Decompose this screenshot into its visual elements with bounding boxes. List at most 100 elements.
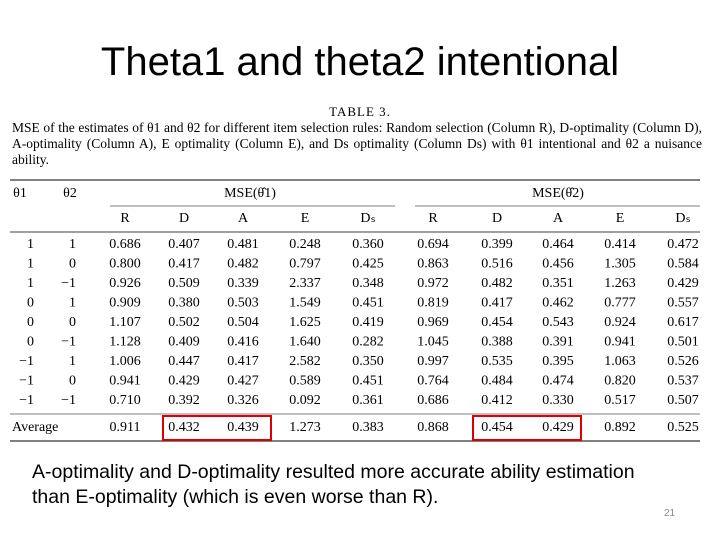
table-cell: 0.417 (168, 257, 200, 272)
table-cell: 0.330 (542, 393, 574, 408)
table-cell: 0.543 (542, 315, 574, 330)
table-cell: 0.482 (481, 276, 513, 291)
header-cell: MSE(θ̂2) (532, 186, 584, 201)
table-cell: 0 (27, 335, 34, 350)
table-cell: 0.686 (417, 393, 449, 408)
table-cell: 0.399 (481, 237, 513, 252)
table-cell: 0.800 (109, 257, 141, 272)
table-cell: 0.924 (604, 315, 636, 330)
table-cell: 0.412 (481, 393, 513, 408)
table-cell: 1.045 (417, 335, 449, 350)
table-cell: 0.462 (542, 296, 574, 311)
table-cell: 0.360 (352, 237, 384, 252)
table-cell: 0 (69, 257, 76, 272)
table-cell: 0.464 (542, 237, 574, 252)
table-cell: 0.409 (168, 335, 200, 350)
table-cell: −1 (61, 276, 76, 291)
table-cell: 1.625 (289, 315, 321, 330)
table-cell: 1 (27, 257, 34, 272)
table-cell: 0.694 (417, 237, 449, 252)
header-cell: MSE(θ̂1) (224, 186, 276, 201)
table-cell: 0.350 (352, 354, 384, 369)
table-cell: 0.502 (168, 315, 200, 330)
average-cell: 1.273 (289, 420, 321, 435)
table-cell: 1 (69, 237, 76, 252)
subheader-cell: E (301, 211, 310, 226)
table-cell: 0.361 (352, 393, 384, 408)
table-cell: 0.504 (227, 315, 259, 330)
table-cell: 0 (69, 374, 76, 389)
table-caption: MSE of the estimates of θ1 and θ2 for di… (12, 120, 702, 167)
subheader-cell: Dₛ (675, 211, 690, 226)
table-cell: 0.417 (227, 354, 259, 369)
subheader-cell: A (238, 211, 249, 226)
table-cell: 0.710 (109, 393, 141, 408)
table-cell: 0.407 (168, 237, 200, 252)
table-cell: 0.419 (352, 315, 384, 330)
table-cell: 0.972 (417, 276, 449, 291)
table-cell: −1 (19, 354, 34, 369)
table-cell: 0.472 (667, 237, 699, 252)
table-cell: 0.417 (481, 296, 513, 311)
average-cell: 0.439 (227, 420, 259, 435)
table-cell: 0.997 (417, 354, 449, 369)
table-cell: 0.535 (481, 354, 513, 369)
table-name: TABLE 3. (329, 104, 391, 119)
average-cell: 0.432 (168, 420, 200, 435)
table-cell: 0.451 (352, 374, 384, 389)
table-cell: 0 (27, 315, 34, 330)
note: A-optimality and D-optimality resulted m… (32, 461, 635, 508)
table-cell: 0.537 (667, 374, 699, 389)
table-cell: 0.617 (667, 315, 699, 330)
table-cell: 1.549 (289, 296, 321, 311)
table-cell: 1 (69, 296, 76, 311)
table-cell: 1.128 (109, 335, 141, 350)
table-cell: 0.557 (667, 296, 699, 311)
table-cell: 0.456 (542, 257, 574, 272)
table-cell: 0.380 (168, 296, 200, 311)
table-cell: −1 (19, 393, 34, 408)
table-cell: 1.107 (109, 315, 141, 330)
table-cell: 0.391 (542, 335, 574, 350)
table-cell: 0.819 (417, 296, 449, 311)
table-cell: 0.414 (604, 237, 636, 252)
table-cell: 0.941 (109, 374, 141, 389)
table-cell: 0.395 (542, 354, 574, 369)
subheader-cell: D (492, 211, 502, 226)
table-cell: 2.337 (289, 276, 321, 291)
subheader-cell: A (553, 211, 564, 226)
table-cell: 0.282 (352, 335, 384, 350)
table-cell: 0.092 (289, 393, 321, 408)
table-cell: 1 (27, 237, 34, 252)
table-cell: 0.584 (667, 257, 699, 272)
table-cell: 0.686 (109, 237, 141, 252)
average-cell: 0.454 (481, 420, 513, 435)
table-cell: 1.640 (289, 335, 321, 350)
table-cell: 0.482 (227, 257, 259, 272)
page-number: 21 (664, 508, 676, 519)
header-cell: θ2 (63, 186, 77, 201)
subheader-cell: E (616, 211, 625, 226)
table-cell: 0.517 (604, 393, 636, 408)
table-cell: 1.263 (604, 276, 636, 291)
subheader-cell: R (428, 211, 438, 226)
table-cell: 0.474 (542, 374, 574, 389)
table-cell: 0.427 (227, 374, 259, 389)
table-cell: 0.526 (667, 354, 699, 369)
table-cell: 0.248 (289, 237, 321, 252)
table-cell: 0.509 (168, 276, 200, 291)
table-cell: 0 (27, 296, 34, 311)
subheader-cell: R (120, 211, 130, 226)
table-cell: 0.416 (227, 335, 259, 350)
table-cell: 0.388 (481, 335, 513, 350)
table-cell: 0.797 (289, 257, 321, 272)
table-cell: 0.429 (168, 374, 200, 389)
table-cell: 0.969 (417, 315, 449, 330)
highlight-box (162, 415, 272, 441)
table-cell: 0.507 (667, 393, 699, 408)
table-cell: 0.326 (227, 393, 259, 408)
average-cell: 0.429 (542, 420, 574, 435)
table-cell: 0.339 (227, 276, 259, 291)
table-cell: 0.392 (168, 393, 200, 408)
